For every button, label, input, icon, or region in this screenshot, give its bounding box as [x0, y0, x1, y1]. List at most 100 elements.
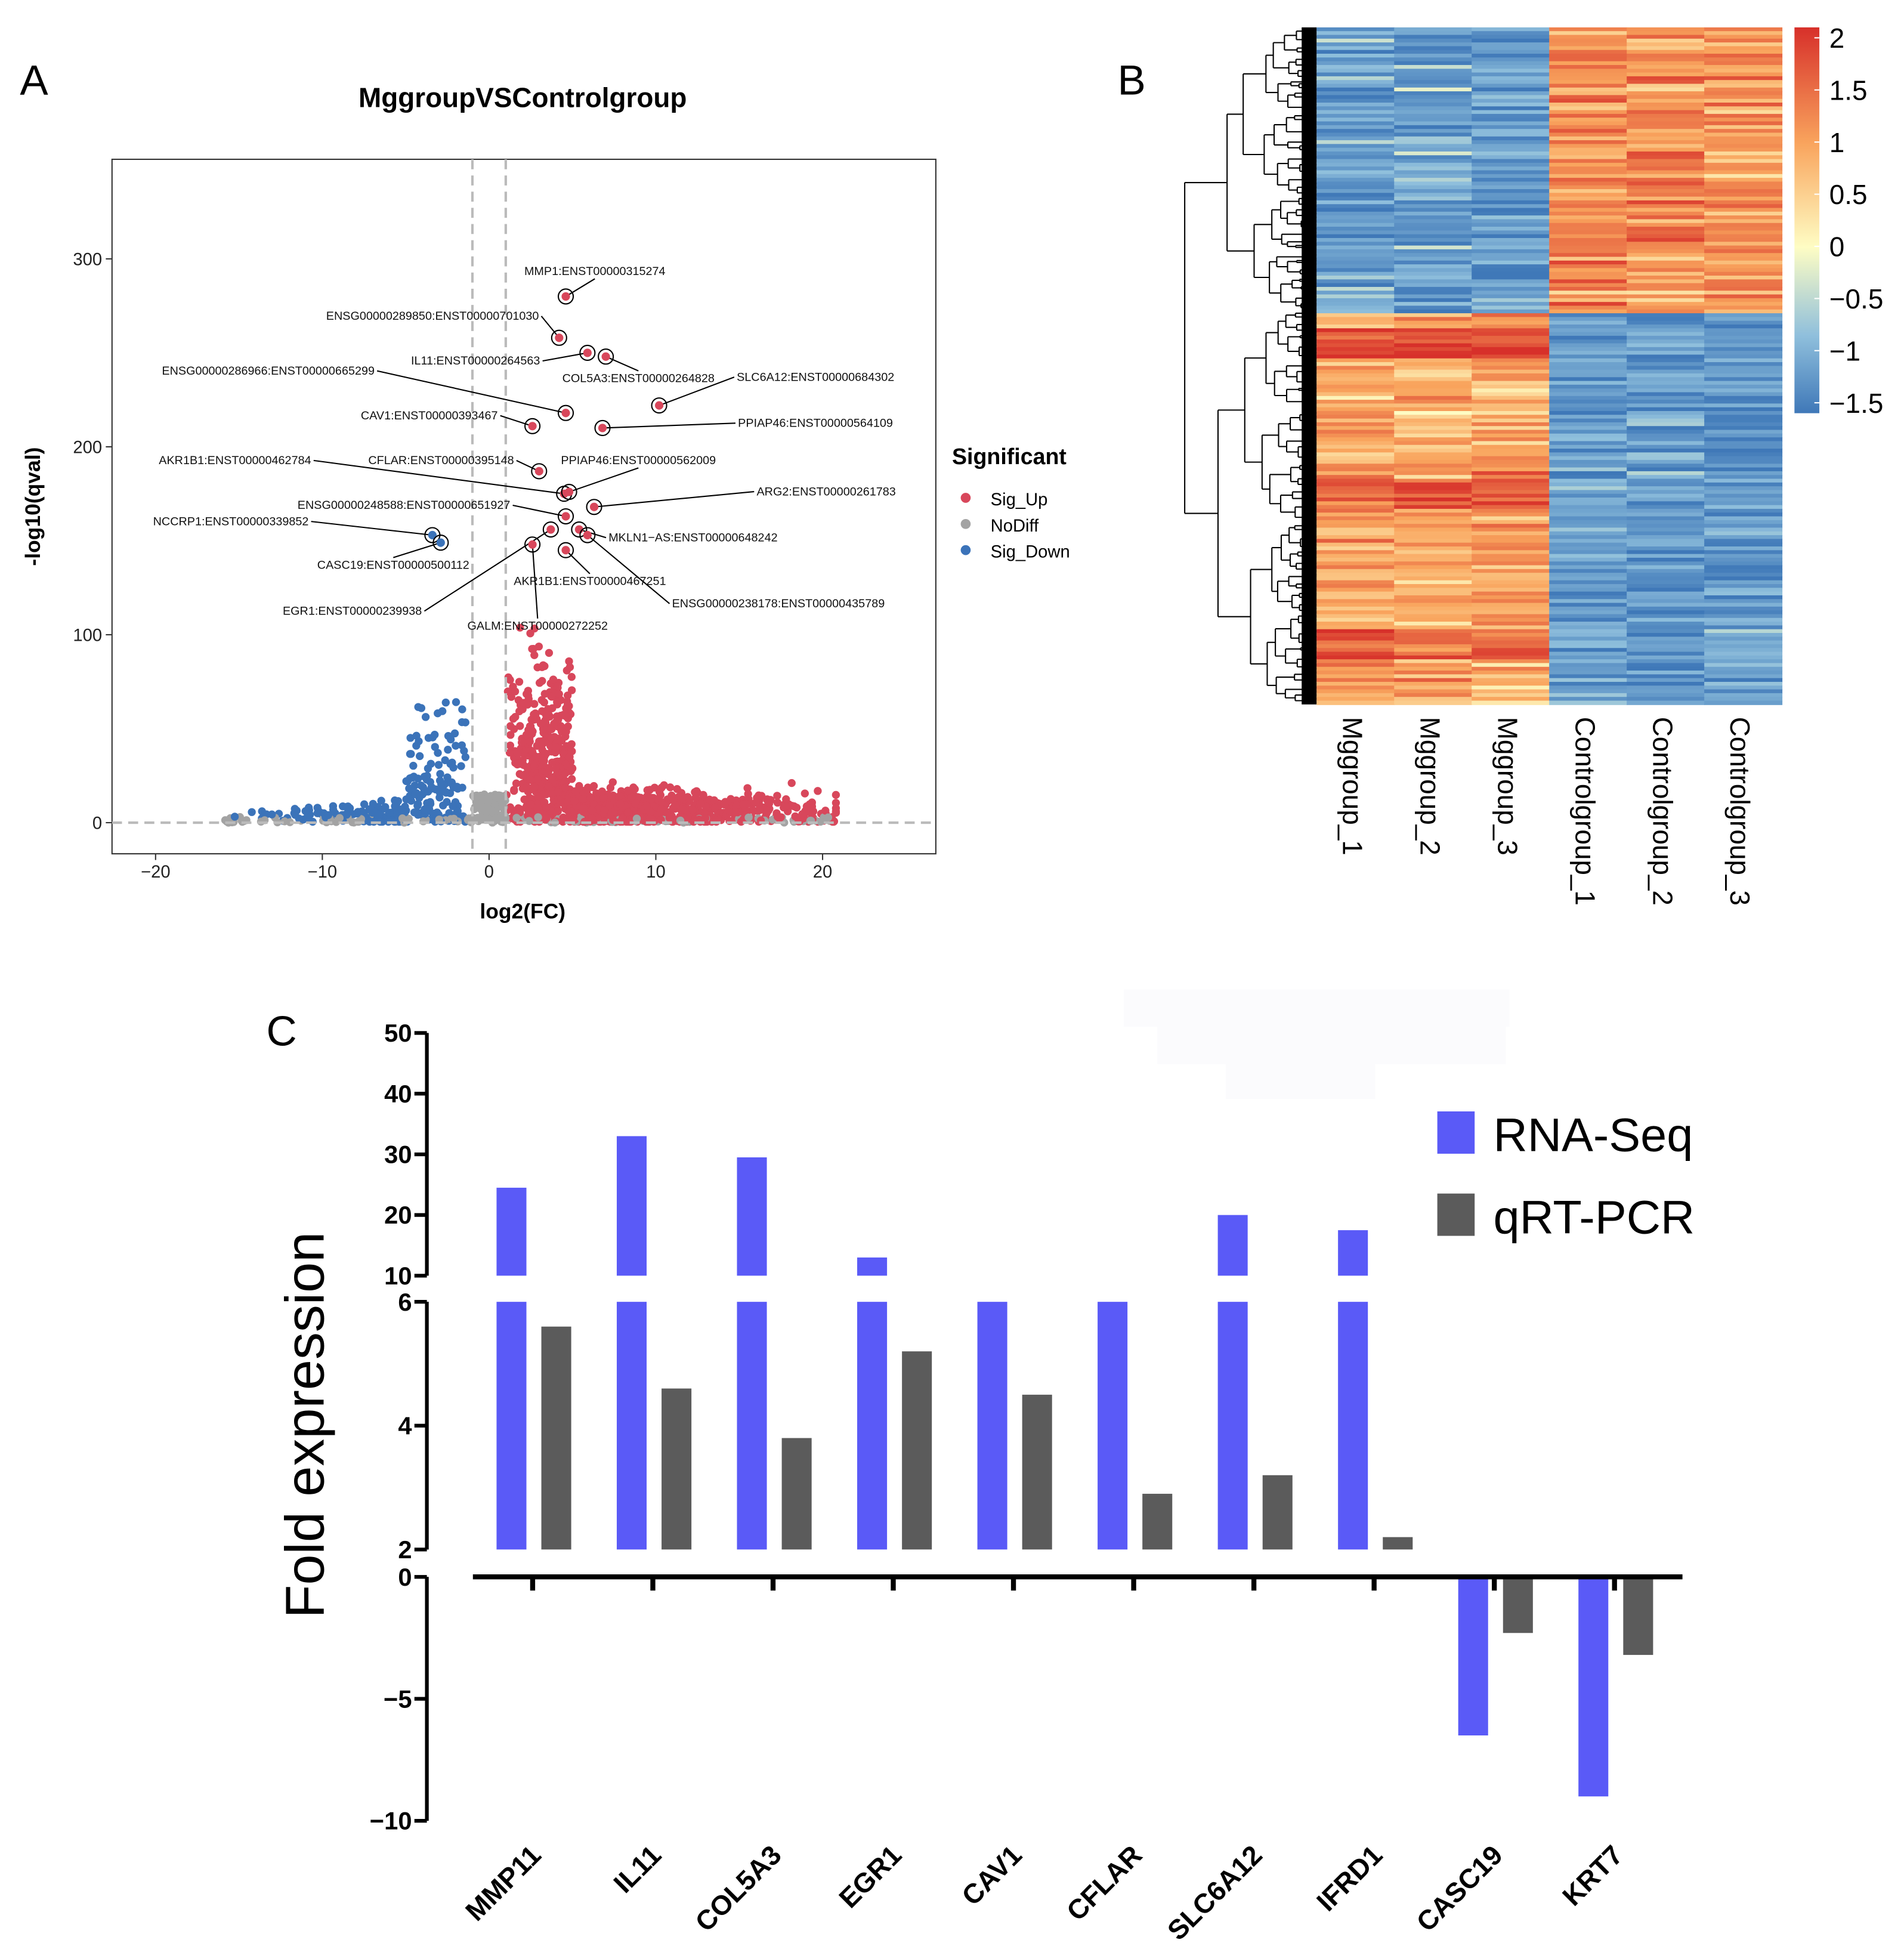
heatmap-cell [1472, 418, 1550, 423]
heatmap-cell [1316, 118, 1395, 122]
heatmap-cell [1394, 245, 1473, 250]
heatmap-cell [1472, 332, 1550, 336]
heatmap-cell [1316, 320, 1395, 326]
heatmap-cell [1394, 437, 1473, 442]
data-point [424, 734, 433, 742]
heatmap-cell [1472, 456, 1550, 461]
heatmap-cell [1627, 527, 1705, 532]
heatmap-cell [1394, 573, 1473, 577]
data-point [691, 788, 699, 796]
heatmap-cell [1316, 580, 1395, 585]
heatmap-cell [1704, 508, 1783, 514]
heatmap-cell [1549, 490, 1628, 495]
data-point [530, 624, 539, 633]
heatmap-cell [1549, 697, 1628, 702]
heatmap-cell [1394, 151, 1473, 156]
heatmap-cell [1394, 467, 1473, 472]
heatmap-cell [1549, 603, 1628, 607]
heatmap-cell [1704, 204, 1783, 209]
heatmap-cell [1394, 373, 1473, 378]
heatmap-cell [1394, 632, 1473, 638]
heatmap-cell [1627, 700, 1705, 705]
data-point [450, 814, 458, 823]
data-point [618, 814, 627, 823]
heatmap-cell [1627, 328, 1705, 333]
x-tick-label: −20 [141, 863, 171, 882]
heatmap-cell [1704, 264, 1783, 269]
heatmap-cell [1316, 426, 1395, 431]
heatmap-cell [1549, 125, 1628, 130]
heatmap-cell [1316, 76, 1395, 81]
heatmap-cell [1549, 576, 1628, 581]
heatmap-cell [1472, 286, 1550, 292]
heatmap-cell [1472, 478, 1550, 483]
heatmap-cell [1549, 625, 1628, 630]
heatmap-cell [1472, 531, 1550, 536]
heatmap-cell [1316, 501, 1395, 506]
heatmap-cell [1472, 170, 1550, 175]
heatmap-cell [1549, 27, 1628, 32]
bar-rna-seq-upper [616, 1136, 647, 1276]
heatmap-cell [1549, 557, 1628, 563]
heatmap-cell [1316, 422, 1395, 427]
heatmap-cell [1472, 35, 1550, 39]
data-point [631, 799, 639, 808]
heatmap-cell [1549, 230, 1628, 235]
heatmap-cell [1394, 591, 1473, 596]
heatmap-cell [1704, 302, 1783, 307]
data-point [646, 814, 654, 823]
heatmap-cell [1704, 129, 1783, 134]
heatmap-cell [1549, 512, 1628, 517]
heatmap-cell [1394, 230, 1473, 235]
heatmap-cell [1472, 542, 1550, 548]
heatmap-cell [1394, 351, 1473, 356]
data-point [513, 749, 522, 758]
data-point [523, 782, 531, 791]
heatmap-cell [1394, 366, 1473, 370]
heatmap-cell [1394, 554, 1473, 558]
category-label: COL5A3 [689, 1839, 787, 1938]
heatmap-cell [1627, 467, 1705, 472]
heatmap-cell [1472, 219, 1550, 224]
heatmap-cell [1627, 46, 1705, 51]
data-point [744, 790, 752, 798]
heatmap-cell [1704, 441, 1783, 446]
heatmap-cell [1316, 121, 1395, 126]
heatmap-cell [1472, 606, 1550, 611]
heatmap-cell [1316, 512, 1395, 517]
data-point [516, 722, 524, 730]
heatmap-cell [1394, 501, 1473, 506]
heatmap-cell [1627, 332, 1705, 336]
heatmap-cell [1627, 113, 1705, 119]
labeled-point-ring [551, 329, 567, 346]
heatmap-cell [1704, 415, 1783, 419]
colorbar-tick-label: 1.5 [1829, 75, 1868, 106]
heatmap-cell [1316, 132, 1395, 137]
heatmap-cell [1627, 561, 1705, 566]
heatmap-cell [1472, 392, 1550, 397]
heatmap-cell [1394, 449, 1473, 453]
heatmap-cell [1394, 464, 1473, 468]
y-tick-label: 200 [73, 438, 102, 457]
heatmap-cell [1472, 426, 1550, 431]
data-point [588, 807, 596, 815]
data-point [616, 800, 625, 808]
heatmap-cell [1627, 693, 1705, 698]
heatmap-cell [1316, 144, 1395, 149]
labeled-point-ring [586, 499, 602, 515]
heatmap-cell [1627, 531, 1705, 536]
data-point [424, 787, 432, 796]
data-point [773, 792, 781, 800]
heatmap-cell [1316, 407, 1395, 412]
heatmap-cell [1704, 637, 1783, 641]
heatmap-cell [1472, 689, 1550, 694]
labeled-point-ring [579, 527, 596, 543]
heatmap-cell [1549, 76, 1628, 81]
heatmap-cell [1316, 617, 1395, 623]
heatmap-cell [1549, 38, 1628, 44]
labeled-point [565, 487, 574, 496]
y-tick-label: 30 [384, 1141, 412, 1169]
heatmap-cell [1316, 305, 1395, 310]
bar-qrt-pcr [1503, 1577, 1533, 1633]
heatmap-cell [1394, 249, 1473, 254]
